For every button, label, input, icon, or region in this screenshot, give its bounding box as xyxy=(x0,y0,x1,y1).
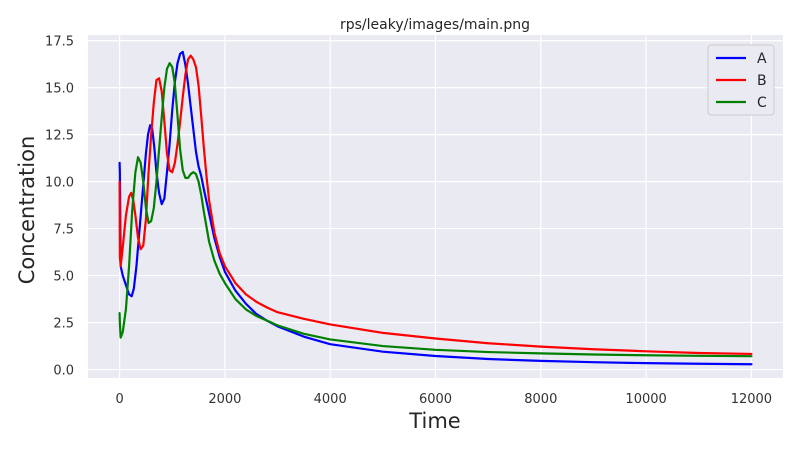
legend: ABC xyxy=(707,44,775,116)
legend-label-b: B xyxy=(757,73,767,89)
x-tick-label: 10000 xyxy=(625,392,666,407)
y-tick-label: 7.5 xyxy=(53,223,74,238)
x-tick-label: 0 xyxy=(115,392,123,407)
chart-title: rps/leaky/images/main.png xyxy=(340,17,530,33)
x-tick-label: 6000 xyxy=(419,392,452,407)
series-line-a xyxy=(118,50,753,366)
grid xyxy=(88,35,783,378)
y-tick-label: 17.5 xyxy=(45,35,74,50)
y-tick-labels: 0.0 2.5 5.0 7.5 10.0 12.5 15.0 17.5 xyxy=(45,35,74,379)
x-tick-label: 4000 xyxy=(314,392,347,407)
y-tick-label: 2.5 xyxy=(53,317,74,332)
legend-label-a: A xyxy=(757,51,767,67)
y-tick-label: 15.0 xyxy=(45,82,74,97)
series-line-b xyxy=(118,54,753,356)
legend-label-c: C xyxy=(757,95,767,111)
x-axis-label: Time xyxy=(408,409,460,433)
y-tick-label: 10.0 xyxy=(45,176,74,191)
x-tick-label: 2000 xyxy=(208,392,241,407)
y-tick-label: 5.0 xyxy=(53,270,74,285)
y-tick-label: 0.0 xyxy=(53,364,74,379)
series-lines xyxy=(118,50,753,366)
x-tick-label: 12000 xyxy=(731,392,772,407)
series-line-c xyxy=(118,62,753,358)
x-tick-labels: 0 2000 4000 6000 8000 10000 12000 xyxy=(115,392,772,407)
x-tick-label: 8000 xyxy=(524,392,557,407)
y-axis-label: Concentration xyxy=(15,136,39,285)
y-tick-label: 12.5 xyxy=(45,129,74,144)
